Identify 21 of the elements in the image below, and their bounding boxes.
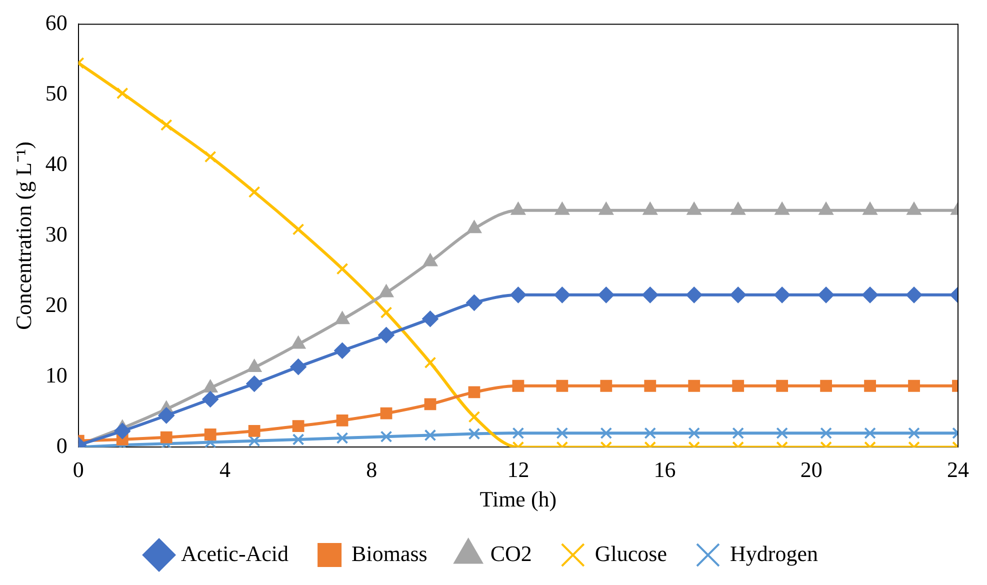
legend-label: Hydrogen [730,540,818,566]
x-tick-label: 24 [947,457,969,482]
x-tick-label: 0 [72,457,84,482]
y-tick-label: 20 [45,292,68,317]
y-tick-label: 10 [45,362,68,388]
legend-label: CO2 [490,540,532,566]
x-tick-label: 4 [220,457,230,482]
y-tick-label: 40 [45,150,68,176]
legend-label: Glucose [594,540,667,566]
x-tick-label: 12 [507,457,530,482]
x-tick-label: 16 [654,457,676,482]
legend-label: Biomass [352,540,428,566]
x-axis-title: Time (h) [480,486,557,512]
y-tick-label: 60 [45,10,68,35]
x-tick-label: 20 [800,457,822,482]
y-tick-label: 50 [45,80,68,106]
x-tick-label: 8 [366,457,378,482]
legend-label: Acetic-Acid [181,540,289,566]
y-axis-title: Concentration (g L⁻¹) [10,142,36,330]
y-tick-label: 0 [56,432,68,458]
y-tick-label: 30 [45,221,68,246]
